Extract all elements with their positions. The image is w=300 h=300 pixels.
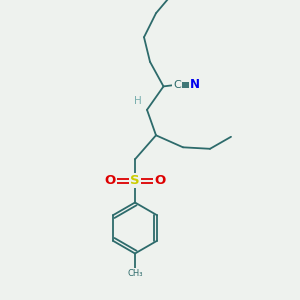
- Text: N: N: [190, 78, 200, 92]
- Text: S: S: [130, 174, 140, 188]
- Text: O: O: [105, 174, 116, 188]
- Text: CH₃: CH₃: [127, 268, 143, 278]
- Text: O: O: [154, 174, 165, 188]
- Text: C: C: [173, 80, 181, 90]
- Text: H: H: [134, 96, 142, 106]
